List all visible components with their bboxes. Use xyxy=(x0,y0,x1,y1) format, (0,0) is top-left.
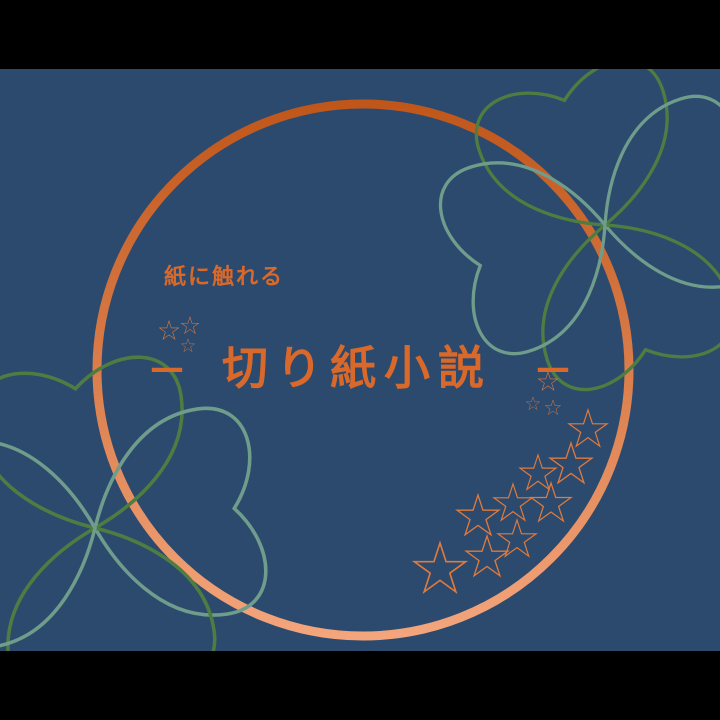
letterbox-top xyxy=(0,0,720,69)
letterbox-bottom xyxy=(0,651,720,720)
title-dash-right: — xyxy=(536,348,570,388)
title-text: 切り紙小説 xyxy=(222,341,492,395)
subtitle-text: 紙に触れる xyxy=(164,264,284,290)
title-dash-left: — xyxy=(150,348,184,388)
